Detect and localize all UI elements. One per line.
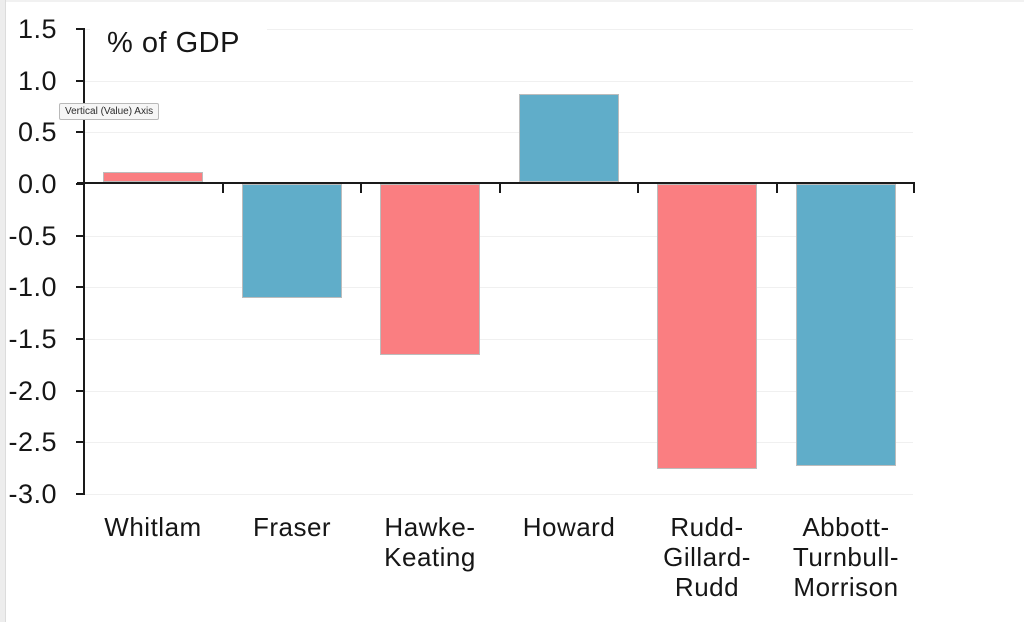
category-label-whitlam: Whitlam <box>104 512 202 542</box>
y-axis-tick--0.5 <box>76 235 84 237</box>
y-axis-tick-label: 0.5 <box>17 117 57 147</box>
y-axis-tick-label: 1.5 <box>17 14 57 44</box>
chart-title-text: % of GDP <box>107 26 240 59</box>
axis-tooltip: Vertical (Value) Axis <box>59 103 160 120</box>
bar-abbott-turnbull-morrison[interactable] <box>796 184 896 466</box>
window-top-edge <box>0 0 1024 2</box>
y-axis-tick-label: -0.5 <box>8 221 57 251</box>
gridline-0.5 <box>84 132 913 133</box>
y-axis-tick-1 <box>76 80 84 82</box>
gridline-1 <box>84 81 913 82</box>
bar-whitlam[interactable] <box>103 172 203 182</box>
category-label-abbott-turnbull-morrison: Abbott- Turnbull- Morrison <box>792 512 900 602</box>
y-axis-tick-0.5 <box>76 131 84 133</box>
y-axis-tick-1.5 <box>76 28 84 30</box>
category-label-hawke-keating: Hawke- Keating <box>384 512 476 572</box>
y-axis-tick-label: -2.5 <box>8 427 57 457</box>
y-axis-tick--2.5 <box>76 441 84 443</box>
x-axis-tick <box>360 183 362 193</box>
category-label-fraser: Fraser <box>252 512 332 542</box>
x-axis-tick <box>499 183 501 193</box>
y-axis-tick-label: 0.0 <box>17 169 57 199</box>
y-axis-tick-label: 1.0 <box>17 66 57 96</box>
y-axis-tick-label: -1.0 <box>8 272 57 302</box>
axis-tooltip-text: Vertical (Value) Axis <box>65 106 154 117</box>
y-axis-line[interactable] <box>83 28 85 495</box>
y-axis-tick-0 <box>76 183 84 185</box>
y-axis-tick--2 <box>76 390 84 392</box>
gridline-1.5 <box>84 29 913 30</box>
category-label-howard: Howard <box>522 512 616 542</box>
y-axis-tick-label: -2.0 <box>8 376 57 406</box>
chart-title[interactable]: % of GDP <box>90 22 267 64</box>
x-axis-tick <box>637 183 639 193</box>
bar-howard[interactable] <box>519 94 619 182</box>
y-axis-tick-label: -3.0 <box>8 479 57 509</box>
y-axis-tick--3 <box>76 493 84 495</box>
y-axis-tick--1 <box>76 286 84 288</box>
x-axis-end-tick <box>913 182 915 193</box>
gridline--3 <box>84 494 913 495</box>
window-left-edge <box>0 0 6 622</box>
gridline--2.5 <box>84 442 913 443</box>
category-label-rudd-gillard-rudd: Rudd- Gillard- Rudd <box>663 512 751 602</box>
x-axis-tick <box>776 183 778 193</box>
gridline--0.5 <box>84 236 913 237</box>
gridline--1 <box>84 287 913 288</box>
bar-rudd-gillard-rudd[interactable] <box>657 184 757 469</box>
bar-fraser[interactable] <box>242 184 342 298</box>
x-axis-tick <box>222 183 224 193</box>
y-axis-tick-label: -1.5 <box>8 324 57 354</box>
x-axis-zero-line[interactable] <box>77 182 915 184</box>
bar-hawke-keating[interactable] <box>380 184 480 355</box>
y-axis-tick--1.5 <box>76 338 84 340</box>
gridline--2 <box>84 391 913 392</box>
gridline--1.5 <box>84 339 913 340</box>
